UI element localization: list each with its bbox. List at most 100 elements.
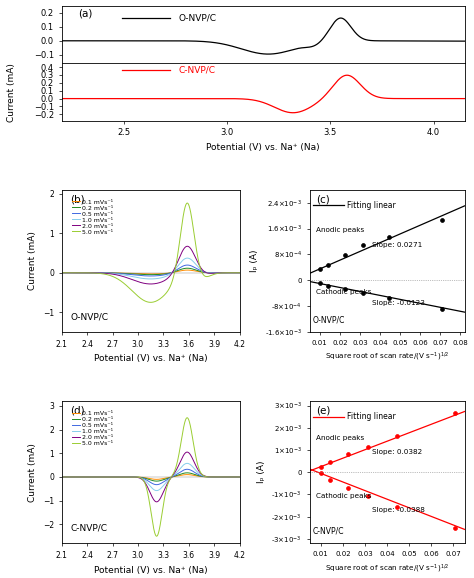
5.0 mVs⁻¹	[154, 533, 159, 540]
5.0 mVs⁻¹	[79, 269, 85, 276]
Text: O-NVP/C: O-NVP/C	[71, 312, 109, 321]
X-axis label: Square root of scan rate/(V s$^{-1}$)$^{1/2}$: Square root of scan rate/(V s$^{-1}$)$^{…	[325, 351, 449, 364]
0.5 mVs⁻¹	[154, 481, 159, 488]
Line: 2.0 mVs⁻¹: 2.0 mVs⁻¹	[62, 246, 240, 284]
0.2 mVs⁻¹	[148, 271, 154, 278]
Text: (b): (b)	[71, 194, 85, 204]
0.2 mVs⁻¹	[237, 473, 243, 480]
0.1 mVs⁻¹	[237, 473, 243, 480]
2.0 mVs⁻¹	[79, 269, 85, 276]
Line: 0.1 mVs⁻¹: 0.1 mVs⁻¹	[62, 270, 240, 274]
Line: 5.0 mVs⁻¹: 5.0 mVs⁻¹	[62, 203, 240, 302]
1.0 mVs⁻¹	[127, 473, 133, 480]
0.5 mVs⁻¹	[90, 269, 95, 276]
Line: 1.0 mVs⁻¹: 1.0 mVs⁻¹	[62, 258, 240, 279]
5.0 mVs⁻¹	[237, 473, 243, 480]
0.1 mVs⁻¹	[90, 269, 95, 276]
0.1 mVs⁻¹	[234, 473, 239, 480]
1.0 mVs⁻¹	[135, 274, 140, 281]
Line: 0.1 mVs⁻¹: 0.1 mVs⁻¹	[62, 475, 240, 479]
Text: O-NVP/C: O-NVP/C	[178, 14, 217, 23]
1.0 mVs⁻¹	[154, 487, 159, 494]
2.0 mVs⁻¹	[184, 243, 190, 250]
Text: Slope: 0.0271: Slope: 0.0271	[372, 242, 422, 247]
0.2 mVs⁻¹	[79, 269, 85, 276]
0.5 mVs⁻¹	[234, 473, 239, 480]
2.0 mVs⁻¹	[154, 498, 159, 505]
0.2 mVs⁻¹	[154, 477, 159, 484]
2.0 mVs⁻¹	[237, 473, 243, 480]
0.1 mVs⁻¹	[90, 473, 95, 480]
0.5 mVs⁻¹	[127, 473, 133, 480]
5.0 mVs⁻¹	[90, 473, 95, 480]
Text: Slope: -0.0123: Slope: -0.0123	[372, 300, 425, 306]
2.0 mVs⁻¹	[59, 269, 64, 276]
0.5 mVs⁻¹	[79, 269, 85, 276]
0.5 mVs⁻¹	[59, 473, 64, 480]
Line: 0.2 mVs⁻¹: 0.2 mVs⁻¹	[62, 268, 240, 275]
Text: Cathodic peaks: Cathodic peaks	[316, 288, 371, 295]
Text: O-NVP/C: O-NVP/C	[313, 315, 345, 324]
5.0 mVs⁻¹	[90, 269, 95, 276]
0.2 mVs⁻¹	[214, 473, 220, 480]
1.0 mVs⁻¹	[237, 473, 243, 480]
Text: Fitting linear: Fitting linear	[347, 201, 396, 210]
1.0 mVs⁻¹	[234, 269, 239, 276]
0.5 mVs⁻¹	[214, 269, 220, 276]
0.5 mVs⁻¹	[237, 269, 243, 276]
0.1 mVs⁻¹	[135, 473, 140, 480]
0.2 mVs⁻¹	[127, 271, 133, 277]
Text: Anodic peaks: Anodic peaks	[316, 228, 364, 234]
Text: (d): (d)	[71, 405, 85, 416]
0.1 mVs⁻¹	[79, 473, 85, 480]
0.5 mVs⁻¹	[148, 272, 154, 279]
0.2 mVs⁻¹	[59, 473, 64, 480]
0.1 mVs⁻¹	[59, 269, 64, 276]
0.1 mVs⁻¹	[234, 269, 239, 276]
Y-axis label: Iₚ (A): Iₚ (A)	[257, 461, 266, 483]
2.0 mVs⁻¹	[234, 269, 239, 276]
0.2 mVs⁻¹	[127, 473, 133, 480]
Line: 2.0 mVs⁻¹: 2.0 mVs⁻¹	[62, 452, 240, 502]
Line: 0.2 mVs⁻¹: 0.2 mVs⁻¹	[62, 473, 240, 481]
0.1 mVs⁻¹	[59, 473, 64, 480]
0.2 mVs⁻¹	[237, 269, 243, 276]
Y-axis label: Iₚ (A): Iₚ (A)	[250, 250, 259, 272]
Text: Anodic peaks: Anodic peaks	[316, 435, 364, 440]
1.0 mVs⁻¹	[135, 474, 140, 481]
2.0 mVs⁻¹	[135, 474, 140, 481]
0.5 mVs⁻¹	[79, 473, 85, 480]
5.0 mVs⁻¹	[148, 299, 154, 306]
1.0 mVs⁻¹	[148, 276, 154, 283]
1.0 mVs⁻¹	[214, 269, 220, 276]
0.2 mVs⁻¹	[184, 469, 190, 476]
0.1 mVs⁻¹	[148, 271, 154, 277]
1.0 mVs⁻¹	[79, 269, 85, 276]
0.1 mVs⁻¹	[184, 266, 190, 273]
Text: (c): (c)	[316, 194, 329, 204]
0.5 mVs⁻¹	[59, 269, 64, 276]
0.1 mVs⁻¹	[237, 269, 243, 276]
0.2 mVs⁻¹	[234, 473, 239, 480]
0.1 mVs⁻¹	[214, 269, 220, 276]
0.5 mVs⁻¹	[135, 474, 140, 481]
2.0 mVs⁻¹	[59, 473, 64, 480]
1.0 mVs⁻¹	[90, 473, 95, 480]
0.2 mVs⁻¹	[234, 269, 239, 276]
5.0 mVs⁻¹	[184, 199, 190, 206]
2.0 mVs⁻¹	[214, 269, 220, 276]
1.0 mVs⁻¹	[234, 473, 239, 480]
Text: C-NVP/C: C-NVP/C	[178, 65, 216, 75]
1.0 mVs⁻¹	[79, 473, 85, 480]
Text: Slope: -0.0388: Slope: -0.0388	[372, 507, 425, 513]
0.5 mVs⁻¹	[90, 473, 95, 480]
Legend: 0.1 mVs⁻¹, 0.2 mVs⁻¹, 0.5 mVs⁻¹, 1.0 mVs⁻¹, 2.0 mVs⁻¹, 5.0 mVs⁻¹: 0.1 mVs⁻¹, 0.2 mVs⁻¹, 0.5 mVs⁻¹, 1.0 mVs…	[72, 199, 114, 235]
2.0 mVs⁻¹	[237, 269, 243, 276]
0.2 mVs⁻¹	[90, 473, 95, 480]
5.0 mVs⁻¹	[59, 473, 64, 480]
2.0 mVs⁻¹	[148, 280, 154, 287]
1.0 mVs⁻¹	[127, 273, 133, 280]
Line: 0.5 mVs⁻¹: 0.5 mVs⁻¹	[62, 265, 240, 276]
X-axis label: Potential (V) vs. Na⁺ (Na): Potential (V) vs. Na⁺ (Na)	[94, 565, 208, 575]
2.0 mVs⁻¹	[234, 473, 239, 480]
